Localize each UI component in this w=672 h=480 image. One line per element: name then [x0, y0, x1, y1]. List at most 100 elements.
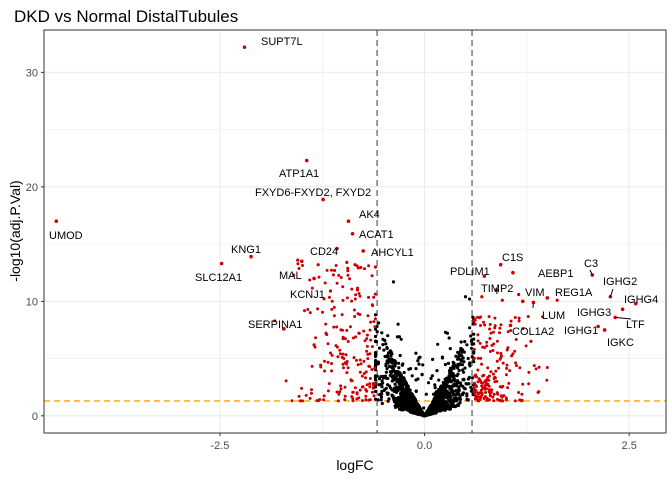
gene-label-cd24: CD24: [310, 246, 338, 258]
point-not-significant: [440, 390, 444, 395]
point-not-significant: [373, 353, 378, 357]
point-not-significant: [400, 363, 404, 367]
gene-label-aebp1: AEBP1: [538, 268, 573, 280]
point-significant: [301, 264, 304, 267]
point-significant: [368, 385, 372, 389]
point-significant: [335, 390, 339, 394]
point-significant: [308, 396, 312, 400]
point-not-significant: [395, 397, 399, 401]
point-not-significant: [472, 337, 476, 341]
point-significant: [474, 383, 477, 387]
point-significant: [337, 392, 341, 396]
point-significant: [373, 366, 377, 370]
point-significant: [478, 341, 482, 345]
point-not-significant: [393, 382, 397, 386]
point-not-significant: [384, 386, 388, 390]
point-significant: [336, 399, 340, 403]
point-significant: [366, 352, 370, 356]
point-significant: [498, 357, 502, 361]
point-significant: [476, 356, 480, 360]
point-significant: [345, 360, 349, 363]
point-significant: [323, 369, 327, 373]
point-significant: [364, 370, 368, 374]
point-not-significant: [386, 399, 390, 403]
point-significant: [341, 285, 345, 289]
point-significant: [477, 399, 481, 403]
point-not-significant: [373, 327, 378, 331]
point-significant: [364, 398, 368, 402]
point-significant: [508, 369, 512, 373]
point-not-significant: [405, 396, 409, 400]
point-significant: [499, 398, 503, 402]
point-significant: [308, 278, 312, 282]
point-significant: [370, 390, 374, 394]
point-not-significant: [387, 358, 391, 362]
point-significant: [292, 273, 296, 277]
point-not-significant: [443, 406, 448, 410]
point-not-significant: [399, 393, 403, 397]
point-labeled-gene: [321, 197, 325, 202]
point-significant: [322, 398, 326, 402]
point-not-significant: [433, 383, 437, 387]
point-not-significant: [398, 371, 402, 375]
point-not-significant: [386, 376, 390, 381]
point-significant: [495, 339, 499, 343]
point-not-significant: [381, 376, 386, 380]
point-not-significant: [454, 389, 458, 393]
point-significant: [490, 388, 494, 392]
point-significant: [358, 370, 362, 374]
point-not-significant: [386, 392, 390, 396]
point-significant: [480, 295, 484, 299]
point-significant: [326, 360, 330, 364]
gridlines: [44, 30, 666, 433]
point-significant: [329, 351, 332, 355]
point-labeled-gene: [350, 231, 355, 236]
point-not-significant: [450, 400, 455, 405]
point-significant: [346, 269, 350, 273]
point-significant: [370, 274, 374, 278]
point-significant: [498, 385, 502, 389]
point-not-significant: [463, 387, 467, 391]
point-significant: [505, 363, 509, 367]
label-leader-line: [609, 288, 614, 297]
point-not-significant: [440, 355, 444, 359]
point-significant: [296, 262, 300, 266]
point-significant: [488, 323, 492, 326]
point-significant: [298, 399, 302, 403]
point-not-significant: [377, 383, 381, 387]
point-significant: [324, 331, 328, 335]
point-significant: [343, 398, 347, 402]
point-not-significant: [469, 346, 474, 350]
point-not-significant: [388, 350, 392, 355]
point-significant: [342, 366, 345, 370]
point-significant: [491, 395, 495, 399]
point-labeled-gene: [596, 324, 600, 329]
point-labeled-gene: [304, 158, 309, 163]
point-not-significant: [462, 360, 466, 364]
point-significant: [518, 366, 522, 370]
point-not-significant: [436, 342, 440, 346]
point-significant: [327, 382, 331, 386]
point-significant: [335, 345, 339, 349]
point-not-significant: [386, 355, 390, 359]
point-significant: [534, 367, 538, 371]
gene-label-ltf: LTF: [626, 319, 645, 331]
panel-border: [43, 29, 667, 434]
point-significant: [491, 372, 495, 376]
gene-label-ighg4: IGHG4: [624, 294, 658, 306]
point-not-significant: [397, 366, 401, 370]
point-not-significant: [398, 374, 402, 378]
point-not-significant: [397, 361, 401, 365]
point-not-significant: [449, 388, 453, 392]
point-significant: [541, 315, 545, 319]
point-not-significant: [380, 401, 384, 406]
point-significant: [527, 382, 531, 386]
point-not-significant: [441, 385, 445, 389]
point-not-significant: [375, 330, 379, 334]
point-significant: [479, 381, 483, 385]
point-significant: [351, 390, 355, 394]
point-not-significant: [394, 390, 399, 394]
point-significant: [372, 295, 376, 299]
point-significant: [322, 297, 326, 301]
point-not-significant: [373, 385, 378, 389]
